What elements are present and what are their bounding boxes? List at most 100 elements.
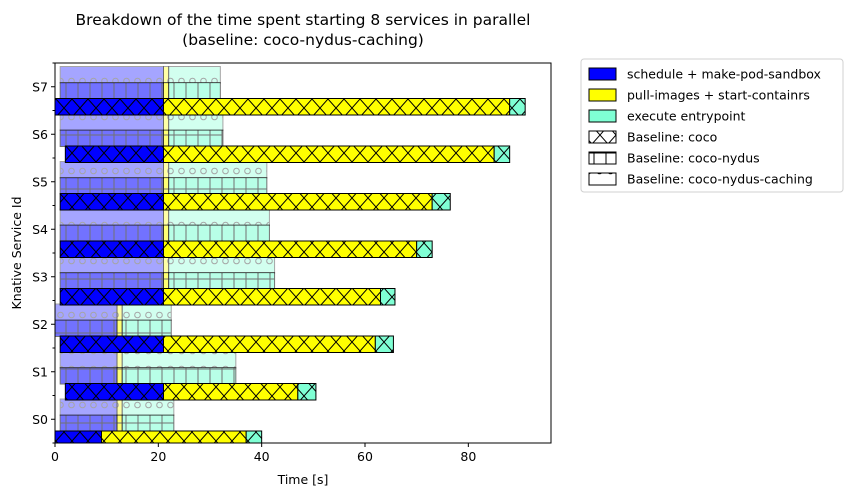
bar-segment [431,193,451,211]
bar-segment [59,256,165,274]
x-axis-label: Time [s] [277,472,329,487]
bar-segment [59,351,118,369]
bar-segment [116,351,123,369]
bar-segment [55,319,118,337]
y-axis-label: Knative Service Id [9,196,24,309]
bar-segment [168,272,276,290]
x-tick-label: 0 [51,449,59,464]
legend-item: pull-images + start-containrs [588,88,810,103]
bar-segment [168,113,224,131]
bar-segment [101,430,247,443]
bar-segment [163,272,170,290]
bar-segment [163,240,418,258]
bar-segment [163,383,299,401]
bar-segment [121,351,237,369]
bar-segment [59,193,165,211]
legend-frame [580,58,844,193]
bar-segment [168,66,221,84]
bar-segment [163,256,170,274]
legend-item: schedule + make-pod-sandbox [588,67,821,82]
legend-label: Baseline: coco-nydus [627,151,760,166]
bar-segment [297,383,317,401]
bar-segment [59,82,165,100]
legend-label: schedule + make-pod-sandbox [627,67,821,82]
bar-segment [168,129,224,147]
bar-segment [59,113,165,131]
bar-segment [55,303,118,321]
legend-item: Baseline: coco-nydus-caching [588,172,813,187]
bar-segment [59,66,165,84]
bar-segment [163,208,170,226]
legend-label: Baseline: coco [627,130,717,145]
bar-segment [59,398,118,416]
y-tick-label: S5 [32,174,48,189]
bar-segment [163,145,495,163]
bar-segment [168,82,221,100]
y-tick-label: S1 [32,364,48,379]
bar-segment [59,367,118,385]
bar-segment [59,177,165,195]
bar-segment [59,272,165,290]
bar-segment [163,98,511,116]
legend-swatch [588,109,617,123]
bar-segment [59,240,165,258]
legend-swatch [588,88,617,102]
bar-segment [168,208,270,226]
bar-segment [163,82,170,100]
y-tick-label: S2 [32,317,48,332]
bar-segment [55,98,164,116]
bar-segment [116,367,123,385]
bar-segment [59,129,165,147]
bar-segment [121,398,175,416]
bar-segment [163,193,433,211]
legend-label: Baseline: coco-nydus-caching [627,172,813,187]
bar-segment [121,367,237,385]
legend-item: Baseline: coco [588,130,717,145]
bar-segment [168,161,268,179]
legend-swatch [588,67,617,81]
bar-segment [59,335,165,353]
bar-segment [121,414,175,432]
chart-subtitle: (baseline: coco-nydus-caching) [182,31,424,49]
y-axis: S0 S1 S2 S3 S4 S5 S6 S7 [32,62,55,444]
bar-segment [168,256,276,274]
bar-segment [116,319,123,337]
legend-label: execute entrypoint [627,109,746,124]
x-tick-label: 20 [150,449,166,464]
x-tick-label: 40 [254,449,270,464]
bar-segment [163,335,376,353]
bar-segment [59,161,165,179]
bar-segment [163,288,381,306]
bar-segment [116,398,123,416]
y-tick-label: S4 [32,222,48,237]
bar-segment [64,145,164,163]
y-tick-label: S6 [32,127,48,142]
bar-segment [59,414,118,432]
bar-segment [380,288,396,306]
bar-segment [163,129,170,147]
bar-segment [163,113,170,131]
bar-segment [374,335,394,353]
y-tick-label: S7 [32,79,48,94]
bar-segment [245,430,263,443]
bar-segment [163,161,170,179]
bar-segment [55,430,102,443]
bar-segment [59,208,165,226]
bar-segment [168,224,270,242]
bar-segment [59,224,165,242]
bar-segment [64,383,164,401]
bars-layer [55,66,526,443]
x-axis: 0 20 40 60 80 [51,443,476,464]
bar-segment [116,414,123,432]
y-tick-label: S0 [32,412,48,427]
legend-item: Baseline: coco-nydus [588,151,760,166]
bar-segment [509,98,526,116]
bar-segment [59,288,165,306]
bar-segment [163,177,170,195]
legend: schedule + make-pod-sandbox pull-images +… [580,58,844,193]
bar-segment [416,240,433,258]
bar-segment [121,303,172,321]
bar-segment [163,66,170,84]
legend-label: pull-images + start-containrs [627,88,810,103]
